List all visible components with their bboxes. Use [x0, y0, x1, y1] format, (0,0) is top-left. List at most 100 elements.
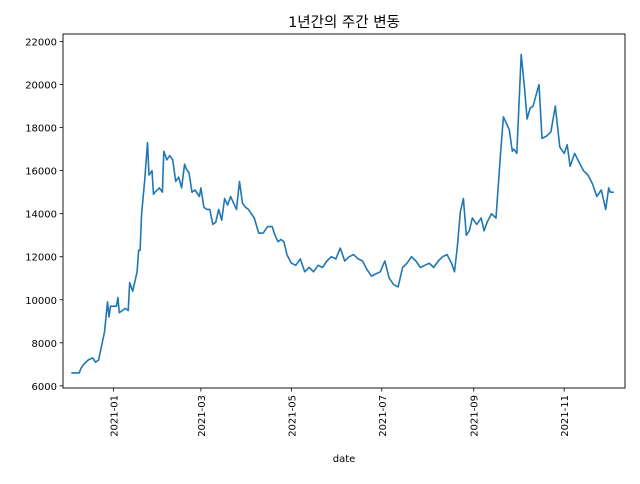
data-point [380, 271, 381, 272]
data-point [166, 159, 167, 160]
data-point [587, 174, 588, 175]
x-tick-label: 2021-09 [470, 395, 481, 437]
data-point [254, 217, 255, 218]
data-point [248, 209, 249, 210]
data-point [300, 258, 301, 259]
data-point [230, 196, 231, 197]
data-point [178, 176, 179, 177]
data-point [451, 263, 452, 264]
data-point [113, 306, 114, 307]
data-point [608, 187, 609, 188]
x-tick-label: 2021-01 [109, 395, 120, 437]
data-point [521, 54, 522, 55]
data-point [610, 192, 611, 193]
data-point [491, 213, 492, 214]
data-point [274, 235, 275, 236]
x-tick-label: 2021-11 [560, 395, 571, 437]
data-point [263, 232, 264, 233]
data-point [188, 172, 189, 173]
data-point [411, 256, 412, 257]
data-point [574, 153, 575, 154]
data-point [362, 260, 363, 261]
x-tick-label: 2021-07 [378, 395, 389, 437]
data-point [340, 247, 341, 248]
data-point [460, 211, 461, 212]
data-point [541, 138, 542, 139]
y-tick-label: 20000 [25, 81, 57, 92]
data-point [291, 263, 292, 264]
chart-title: 1년간의 주간 변동 [288, 14, 400, 31]
data-point [472, 217, 473, 218]
data-point [258, 232, 259, 233]
x-axis-label: date [333, 454, 356, 465]
data-point [567, 144, 568, 145]
data-point [271, 226, 272, 227]
data-point [402, 267, 403, 268]
data-point [148, 174, 149, 175]
y-tick-label: 10000 [25, 296, 57, 307]
data-point [313, 271, 314, 272]
data-point [132, 291, 133, 292]
data-point [550, 131, 551, 132]
data-point [384, 260, 385, 261]
data-point [596, 196, 597, 197]
data-point [304, 271, 305, 272]
data-point [463, 198, 464, 199]
data-point [469, 230, 470, 231]
data-point [239, 181, 240, 182]
data-point [107, 301, 108, 302]
data-point [203, 207, 204, 208]
data-point [326, 260, 327, 261]
data-point [110, 306, 111, 307]
data-point [283, 241, 284, 242]
data-point [559, 146, 560, 147]
data-point [92, 357, 93, 358]
data-point [95, 362, 96, 363]
data-point [147, 142, 148, 143]
x-axis: 2021-01 2021-03 2021-05 2021-07 2021-09 2021-… [109, 388, 571, 437]
data-point [209, 209, 210, 210]
data-point [389, 278, 390, 279]
data-point [104, 331, 105, 332]
data-point [163, 151, 164, 152]
data-point [162, 192, 163, 193]
data-point [215, 222, 216, 223]
data-point [322, 267, 323, 268]
data-point [116, 306, 117, 307]
data-point [83, 364, 84, 365]
data-point [438, 260, 439, 261]
data-point [227, 204, 228, 205]
data-point [295, 265, 296, 266]
data-point [184, 164, 185, 165]
data-point [612, 192, 613, 193]
data-point [233, 202, 234, 203]
data-point [108, 316, 109, 317]
data-point [495, 217, 496, 218]
data-point [154, 192, 155, 193]
data-point [117, 297, 118, 298]
data-point [224, 198, 225, 199]
data-point [366, 269, 367, 270]
data-point [429, 263, 430, 264]
data-point [486, 222, 487, 223]
data-point [476, 224, 477, 225]
data-point [353, 254, 354, 255]
y-tick-label: 16000 [25, 167, 57, 178]
data-point [605, 209, 606, 210]
series-layer [71, 53, 614, 374]
data-point [526, 118, 527, 119]
data-point [512, 151, 513, 152]
y-axis: 6000 8000 10000 12000 14000 16000 18000 20000 22… [25, 38, 63, 393]
data-point [277, 241, 278, 242]
data-point [446, 254, 447, 255]
data-point [592, 183, 593, 184]
data-point [144, 181, 145, 182]
data-point [236, 209, 237, 210]
data-point [153, 194, 154, 195]
data-point [218, 209, 219, 210]
data-point [79, 372, 80, 373]
data-point [280, 239, 281, 240]
data-point [128, 310, 129, 311]
